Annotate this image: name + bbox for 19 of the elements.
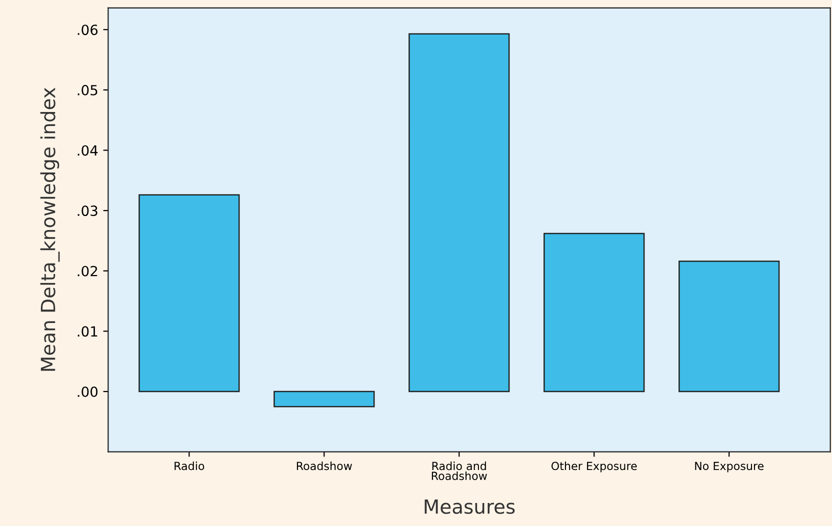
bar: [678, 260, 780, 392]
y-tick-label: .03: [78, 206, 98, 216]
x-tick-label: No Exposure: [695, 462, 764, 472]
y-tick-label: .05: [78, 84, 98, 96]
y-tick-label: .04: [78, 145, 98, 156]
bar: [274, 390, 375, 408]
y-tick-label: .00: [78, 386, 98, 397]
y-tick-label: .02: [78, 266, 98, 276]
bar: [408, 33, 510, 392]
bar: [544, 232, 645, 392]
y-tick-label: .06: [78, 24, 98, 36]
y-axis-title: Mean Delta_knowledge index: [40, 88, 60, 371]
bar: [138, 194, 240, 392]
x-axis-title: Measures: [424, 499, 515, 514]
y-tick-label: .01: [78, 326, 98, 337]
x-tick-label: Radio and Roadshow: [432, 462, 487, 480]
x-tick-label: Radio: [174, 462, 204, 470]
x-tick-label: Roadshow: [296, 462, 352, 470]
x-tick-label: Other Exposure: [551, 462, 637, 472]
